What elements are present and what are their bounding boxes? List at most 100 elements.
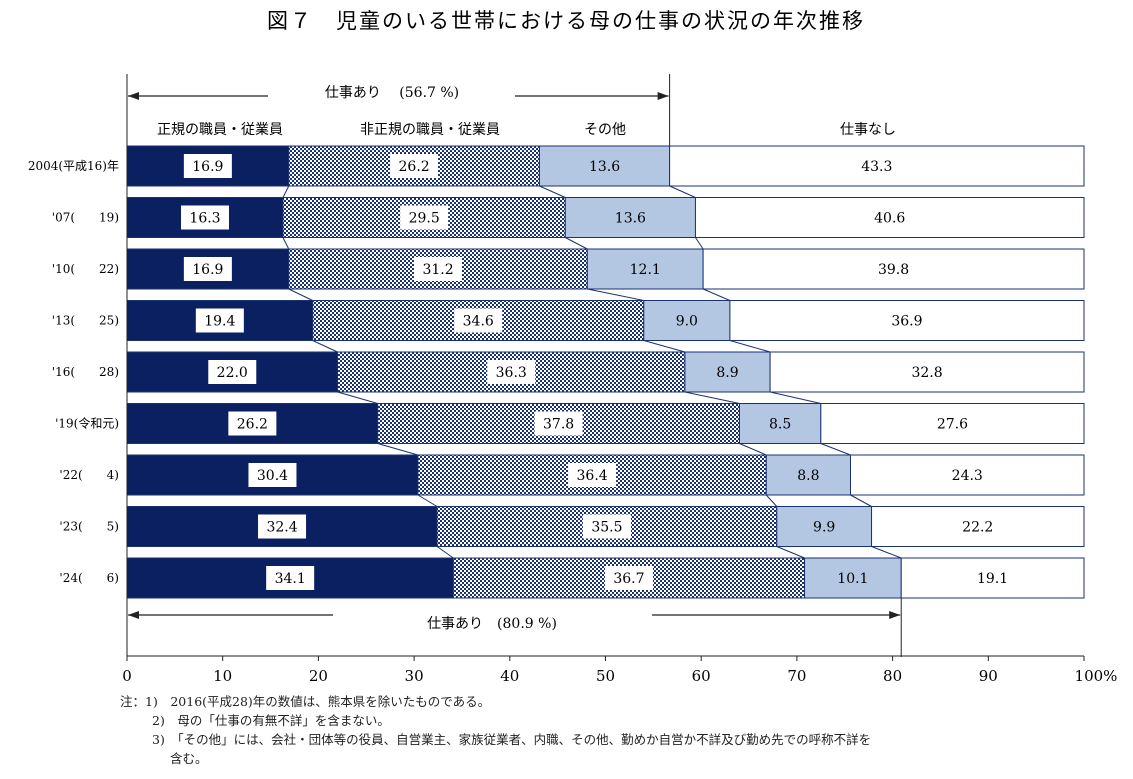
value-label-bg — [195, 308, 244, 333]
connector-line — [850, 494, 872, 507]
category-label: '24( 6) — [59, 571, 119, 585]
category-label: '19(令和元) — [55, 416, 119, 431]
bracket-arrow-right — [657, 92, 669, 100]
value-label-bg — [228, 411, 277, 436]
value-label-bg — [667, 308, 707, 333]
value-label: 16.9 — [192, 262, 223, 278]
category-label: '07( 19) — [52, 211, 119, 225]
bar-segment — [871, 506, 1085, 547]
value-label: 36.4 — [577, 468, 608, 484]
connector-line — [769, 391, 821, 404]
value-label-bg — [208, 360, 257, 384]
connector-line — [565, 237, 588, 250]
connector-line — [417, 494, 438, 507]
value-label-bg — [804, 514, 844, 539]
legend-other: その他 — [584, 122, 626, 138]
connector-line — [377, 443, 419, 456]
value-label: 31.2 — [422, 262, 453, 278]
value-label-bg — [400, 205, 449, 230]
bracket-arrow-left — [128, 611, 139, 619]
value-label: 32.4 — [266, 520, 297, 536]
value-label: 29.5 — [409, 211, 440, 227]
plot-area: 2004(平成16)年 16.9 26.2 13.6 43.3 '07( 19) 16.3 2… — [28, 74, 1117, 685]
value-label-bg — [414, 257, 463, 281]
connector-line — [776, 546, 805, 559]
bar-segment — [849, 454, 1085, 496]
value-label: 36.7 — [613, 571, 644, 587]
connector-line — [695, 237, 704, 250]
bracket-arrow-left — [128, 92, 139, 100]
bar-segment — [702, 248, 1085, 290]
bar-segment — [769, 351, 1085, 393]
value-label: 19.1 — [977, 571, 1008, 587]
value-label: 30.4 — [257, 468, 288, 484]
value-label-bg — [390, 154, 439, 178]
value-label: 36.9 — [891, 314, 922, 330]
value-label: 13.6 — [615, 211, 646, 227]
value-label-bg — [183, 154, 232, 178]
x-tick-label: 90 — [979, 667, 998, 685]
connector-line — [288, 288, 313, 301]
x-tick-label: 40 — [500, 667, 519, 685]
value-label-bg — [604, 566, 653, 590]
value-label-bg — [454, 308, 503, 333]
connector-line — [436, 546, 454, 559]
value-label-bg — [180, 205, 229, 230]
value-label-bg — [487, 360, 536, 384]
legend-no-work: 仕事なし — [840, 122, 896, 138]
note-1: 注：1) 2016(平成28)年の数値は、熊本県を除いたものである。 — [120, 694, 491, 709]
value-label-bg — [708, 360, 748, 384]
value-label: 26.2 — [237, 417, 268, 433]
value-label: 40.6 — [874, 211, 905, 227]
x-tick-label: 60 — [692, 667, 711, 685]
connector-line — [765, 494, 778, 507]
connector-line — [684, 391, 740, 404]
value-label: 39.8 — [878, 262, 909, 278]
bar-segment — [694, 197, 1085, 238]
value-label-bg — [183, 257, 232, 281]
value-label-bg — [606, 205, 655, 230]
connector-line — [282, 237, 290, 250]
value-label: 8.8 — [797, 468, 819, 484]
value-label-bg — [828, 566, 877, 590]
value-label: 27.6 — [937, 417, 968, 433]
category-label: '22( 4) — [59, 468, 119, 482]
category-label: 2004(平成16)年 — [28, 159, 119, 173]
value-label: 34.1 — [275, 571, 306, 587]
connector-line — [702, 288, 731, 301]
value-label-bg — [568, 463, 617, 487]
legend-regular: 正規の職員・従業員 — [157, 122, 283, 138]
value-label-bg — [248, 463, 297, 487]
value-label: 8.9 — [716, 365, 738, 381]
value-label: 26.2 — [399, 159, 430, 175]
connector-line — [337, 391, 378, 404]
value-label: 34.6 — [463, 314, 494, 330]
category-label: '23( 5) — [59, 520, 119, 534]
value-label-bg — [580, 154, 629, 178]
note-3: 3) 「その他」には、会社・団体等の役員、自営業主、家族従業者、内職、その他、勤… — [152, 732, 872, 747]
connector-line — [539, 185, 566, 198]
x-tick-label: 50 — [596, 667, 615, 685]
value-label: 22.2 — [962, 520, 993, 536]
category-label: '16( 28) — [52, 365, 119, 379]
value-label: 8.5 — [769, 417, 791, 433]
value-label: 9.9 — [813, 520, 835, 536]
bracket-arrow-right — [889, 611, 901, 619]
value-label: 10.1 — [837, 571, 868, 587]
bar-segment — [900, 557, 1085, 599]
connector-line — [312, 340, 338, 353]
bar-segment — [126, 248, 290, 290]
bracket-top-label: 仕事あり (56.7 %) — [325, 85, 459, 101]
value-label: 43.3 — [861, 159, 892, 175]
chart-title: 図７ 児童のいる世帯における母の仕事の状況の年次推移 — [267, 9, 865, 33]
value-label-bg — [534, 411, 583, 436]
bar-segment — [288, 145, 540, 187]
x-tick-label: 0 — [122, 667, 132, 685]
value-label: 22.0 — [217, 365, 248, 381]
connector-line — [820, 443, 851, 456]
connector-line — [587, 288, 644, 301]
x-tick-label: 30 — [405, 667, 424, 685]
connector-line — [739, 443, 767, 456]
value-label: 9.0 — [676, 314, 698, 330]
value-label-bg — [266, 566, 315, 590]
